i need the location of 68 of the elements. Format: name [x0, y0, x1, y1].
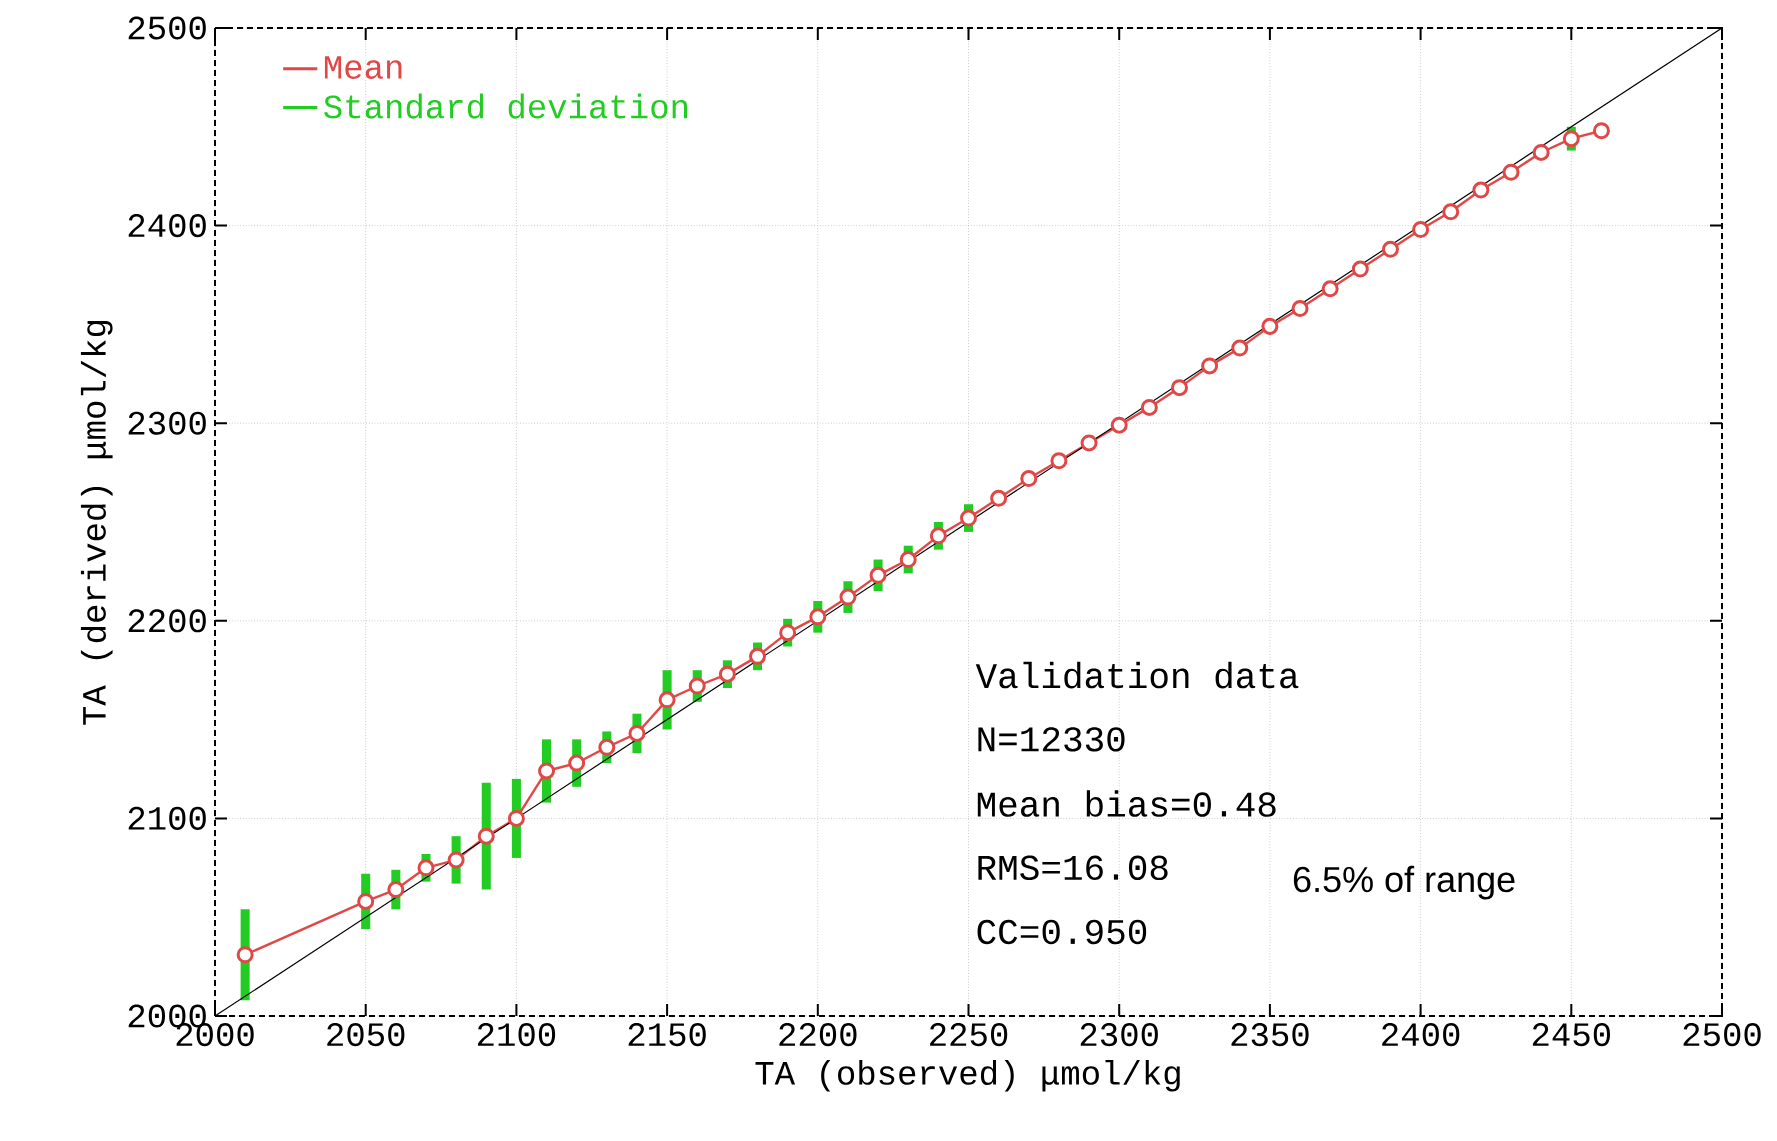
- point: [1532, 143, 1550, 161]
- annotation: Mean bias=0.48: [977, 790, 1276, 817]
- y-axis-title: TA (derived) μmol/kg: [80, 320, 113, 725]
- x-tick-label: 2100: [477, 1023, 556, 1047]
- point: [1562, 130, 1580, 148]
- point: [598, 738, 616, 756]
- x-tick-label: 2200: [779, 1023, 857, 1047]
- point: [417, 859, 435, 877]
- annotation: N=12330: [978, 727, 1125, 752]
- point: [1140, 398, 1158, 416]
- point: [929, 527, 947, 545]
- point: [1412, 221, 1430, 239]
- y-tick-label: 2200: [128, 609, 206, 633]
- point: [1291, 300, 1309, 318]
- y-tick-label: 2300: [128, 411, 206, 435]
- annotation: 6.5% of range: [1293, 865, 1515, 900]
- point: [749, 647, 767, 665]
- annotation: Validation data: [975, 661, 1299, 689]
- point: [779, 624, 797, 642]
- point: [869, 566, 887, 584]
- point: [1381, 240, 1399, 258]
- x-tick-label: 2350: [1231, 1023, 1309, 1047]
- point: [990, 489, 1008, 507]
- point: [1231, 339, 1249, 357]
- point: [568, 754, 586, 772]
- point: [960, 509, 977, 527]
- x-tick-label: 2300: [1080, 1023, 1158, 1047]
- annotation: CC=0.950: [977, 919, 1147, 945]
- point: [507, 809, 525, 827]
- legend-label: Standard deviation: [324, 93, 688, 119]
- y-tick-label: 2100: [128, 806, 206, 830]
- point: [387, 881, 405, 899]
- point: [1351, 260, 1369, 278]
- x-tick-label: 2450: [1532, 1023, 1611, 1047]
- point: [1472, 181, 1490, 199]
- y-tick-label: 2500: [128, 16, 206, 40]
- point: [839, 588, 857, 606]
- point: [718, 665, 736, 683]
- point: [447, 851, 465, 869]
- x-tick-label: 2050: [327, 1023, 405, 1047]
- x-tick-label: 2500: [1683, 1023, 1761, 1047]
- point: [899, 551, 917, 569]
- point: [1050, 452, 1068, 470]
- point: [688, 677, 706, 695]
- x-tick-label: 2150: [628, 1023, 706, 1047]
- point: [1261, 317, 1279, 335]
- point: [1201, 357, 1219, 375]
- x-tick-label: 2400: [1382, 1023, 1460, 1047]
- point: [1321, 280, 1339, 298]
- point: [357, 892, 375, 910]
- point: [538, 762, 556, 780]
- point: [809, 608, 827, 626]
- legend-label: Mean: [324, 56, 402, 79]
- point: [1442, 203, 1460, 221]
- x-tick-label: 2250: [930, 1023, 1008, 1047]
- point: [628, 724, 646, 742]
- point: [658, 691, 676, 709]
- point: [1080, 434, 1098, 452]
- annotation: RMS=16.08: [978, 855, 1168, 881]
- y-tick-label: 2400: [128, 214, 206, 238]
- x-axis-title: TA (observed) μmol/kg: [755, 1059, 1180, 1092]
- point: [1110, 416, 1128, 434]
- point: [1020, 470, 1038, 488]
- point: [477, 827, 495, 845]
- point: [236, 946, 254, 964]
- point: [1170, 379, 1188, 397]
- point: [1502, 163, 1520, 181]
- point: [1592, 122, 1610, 140]
